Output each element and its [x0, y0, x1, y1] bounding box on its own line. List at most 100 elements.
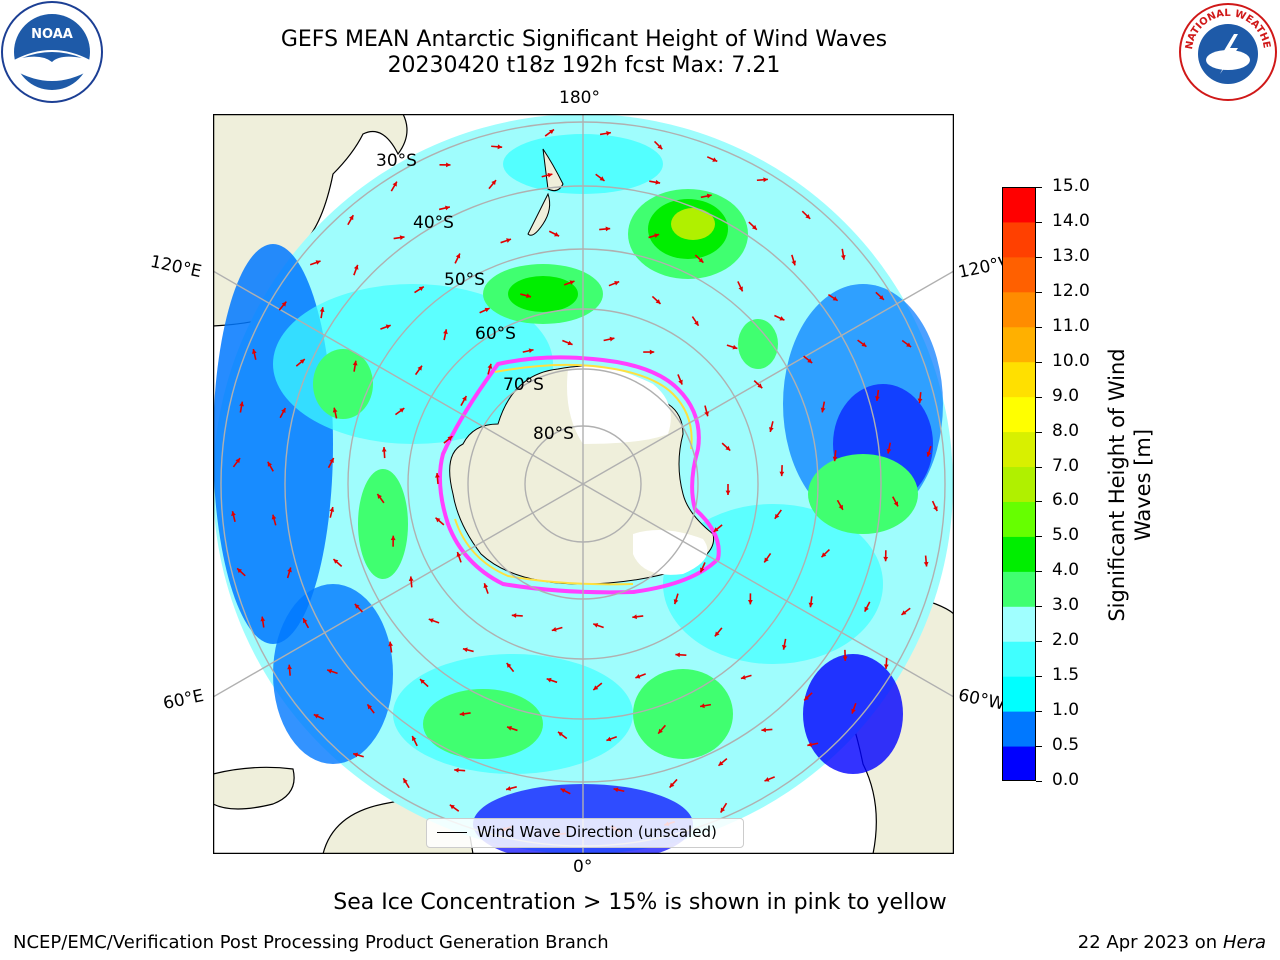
- wind-wave-arrowhead: [456, 551, 462, 557]
- wind-wave-arrowhead: [764, 777, 770, 782]
- wind-wave-arrowhead: [412, 736, 417, 742]
- wind-wave-arrowhead: [714, 631, 720, 637]
- wind-wave-arrowhead: [774, 513, 780, 519]
- wind-wave-arrowhead: [781, 644, 787, 650]
- wind-wave-arrowhead: [700, 567, 705, 573]
- wind-wave-arrowhead: [353, 264, 359, 270]
- lon-label-60w: 60°W: [956, 685, 1007, 715]
- colorbar-segment: [1002, 746, 1036, 781]
- wind-wave-arrowhead: [740, 674, 746, 680]
- colorbar: [1002, 187, 1036, 781]
- wind-wave-arrowhead: [507, 726, 512, 731]
- colorbar-tick-label: 11.0: [1052, 315, 1090, 336]
- lat-label-60s: 60°S: [475, 324, 516, 344]
- wind-wave-arrowhead: [392, 181, 397, 187]
- wind-wave-arrowhead: [506, 663, 512, 668]
- wind-wave-arrowhead: [747, 599, 753, 605]
- wind-wave-arrowhead: [231, 511, 236, 516]
- colorbar-segment: [1002, 536, 1036, 572]
- wind-wave-arrowhead: [329, 458, 334, 464]
- colorbar-tick-label: 6.0: [1052, 490, 1080, 511]
- footer-credit: NCEP/EMC/Verification Post Processing Pr…: [13, 932, 609, 953]
- wind-wave-arrowhead: [399, 408, 405, 413]
- wind-wave-arrowhead: [443, 329, 448, 335]
- lon-label-120e: 120°E: [148, 251, 204, 283]
- colorbar-segment: [1002, 396, 1036, 433]
- wind-wave-arrowhead: [551, 627, 557, 632]
- wind-wave-arrowhead: [926, 451, 932, 457]
- wind-wave-arrowhead: [399, 235, 405, 240]
- wind-wave-arrowhead: [558, 731, 563, 737]
- wind-wave-arrowhead: [260, 616, 266, 622]
- wind-wave-arrowhead: [462, 395, 467, 401]
- colorbar-tick-label: 9.0: [1052, 385, 1080, 406]
- colorbar-tick-mark: [1036, 466, 1042, 468]
- wind-wave-arrowhead: [613, 787, 619, 793]
- wind-wave-arrowhead: [484, 307, 490, 313]
- colorbar-segment: [1002, 571, 1036, 607]
- wind-wave-arrowhead: [698, 257, 704, 263]
- wind-wave-arrowhead: [805, 214, 811, 219]
- map-subtitle: 20230420 t18z 192h fcst Max: 7.21: [387, 53, 781, 78]
- wind-wave-arrowhead: [678, 379, 683, 385]
- wind-wave-arrowhead: [390, 535, 396, 541]
- colorbar-tick-mark: [1036, 711, 1042, 713]
- wind-wave-arrowhead: [933, 506, 938, 512]
- wind-wave-arrowhead: [313, 714, 319, 719]
- colorbar-tick-mark: [1036, 676, 1042, 678]
- wave-patch: [423, 689, 543, 759]
- wind-wave-arrowhead: [526, 293, 531, 299]
- colorbar-tick-label: 0.0: [1052, 770, 1080, 790]
- wind-wave-arrowhead: [420, 679, 425, 684]
- lon-label-180: 180°: [559, 88, 600, 108]
- lat-label-70s: 70°S: [503, 375, 544, 395]
- wind-wave-arrowhead: [649, 349, 655, 355]
- colorbar-tick-mark: [1036, 326, 1042, 328]
- wind-wave-arrowhead: [487, 363, 493, 369]
- colorbar-tick-label: 4.0: [1052, 560, 1080, 581]
- sea-ice-edge: [494, 363, 693, 450]
- footer-date: 22 Apr 2023 on Hera: [1078, 932, 1266, 953]
- wind-wave-arrowhead: [554, 232, 560, 237]
- wind-wave-arrowhead: [287, 664, 292, 670]
- colorbar-segment: [1002, 641, 1036, 677]
- ice-shelf: [567, 366, 671, 444]
- wind-wave-arrowhead: [779, 471, 785, 477]
- wind-wave-arrowhead: [327, 669, 333, 674]
- wind-wave-arrowhead: [235, 458, 241, 464]
- wind-wave-arrowhead: [654, 233, 660, 238]
- wind-wave-arrowhead: [804, 695, 809, 701]
- wind-wave-arrowhead: [791, 260, 797, 266]
- wind-wave-arrowhead: [497, 144, 503, 150]
- wind-wave-arrowhead: [491, 180, 496, 186]
- wind-wave-arrowhead: [821, 552, 827, 558]
- lon-label-0: 0°: [573, 857, 593, 877]
- colorbar-tick-mark: [1036, 536, 1042, 538]
- colorbar-segment: [1002, 187, 1036, 223]
- colorbar-tick-mark: [1036, 291, 1042, 293]
- wind-wave-arrowhead: [546, 677, 552, 683]
- colorbar-tick-label: 5.0: [1052, 525, 1080, 546]
- wind-wave-arrowhead: [669, 782, 675, 788]
- colorbar-label-line1: Significant Height of Wind: [1105, 348, 1129, 622]
- colorbar-tick-label: 1.0: [1052, 700, 1080, 721]
- wind-wave-arrowhead: [447, 436, 453, 441]
- polar-map: [213, 114, 954, 854]
- wind-wave-arrowhead: [632, 614, 637, 620]
- wave-patch: [313, 349, 373, 419]
- wind-wave-arrowhead: [808, 602, 814, 608]
- wind-wave-arrowhead: [506, 786, 511, 791]
- footer-date-text: 22 Apr 2023 on: [1077, 932, 1223, 953]
- wave-patch: [671, 208, 715, 240]
- lon-label-60e: 60°E: [161, 685, 206, 715]
- wind-wave-arrowhead: [449, 804, 455, 810]
- wind-wave-arrowhead: [271, 514, 277, 520]
- colorbar-segment: [1002, 676, 1036, 712]
- colorbar-tick-label: 12.0: [1052, 280, 1090, 301]
- wind-wave-arrowhead: [614, 281, 620, 286]
- colorbar-segment: [1002, 711, 1036, 747]
- wind-wave-arrowhead: [838, 504, 843, 510]
- wind-wave-arrowhead: [864, 606, 869, 612]
- lat-label-50s: 50°S: [444, 270, 485, 290]
- colorbar-segment: [1002, 606, 1036, 642]
